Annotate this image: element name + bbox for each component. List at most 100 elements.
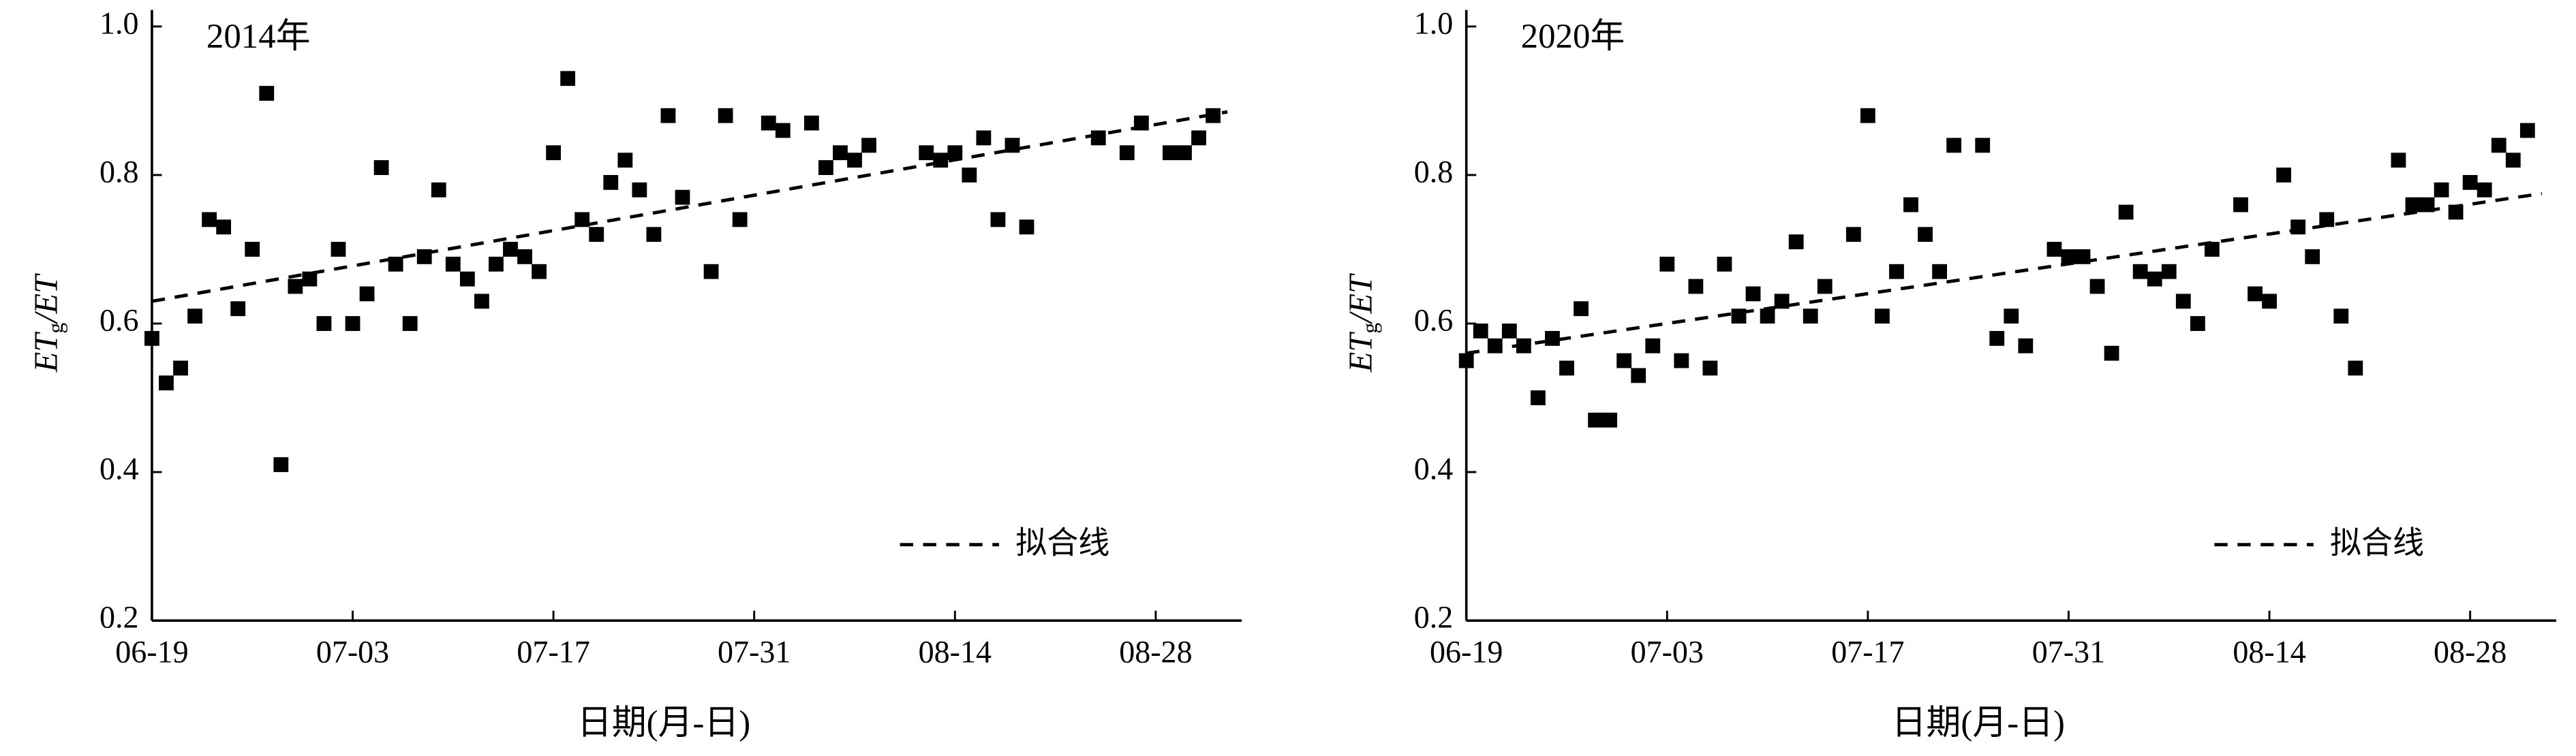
- point: [2089, 279, 2105, 294]
- point: [1090, 130, 1106, 146]
- point: [2104, 345, 2119, 361]
- point: [2519, 123, 2535, 138]
- y-label-main: ET: [29, 332, 65, 373]
- point: [1688, 279, 1704, 294]
- point: [1501, 324, 1517, 338]
- point: [632, 182, 647, 198]
- point: [1659, 256, 1675, 272]
- point: [316, 316, 332, 331]
- point: [1903, 197, 1918, 212]
- legend-label: 拟合线: [1015, 526, 1109, 561]
- point: [1645, 338, 1661, 353]
- point: [288, 279, 303, 294]
- y-axis-label: ETg/ET: [29, 273, 67, 373]
- panel: 0.2 0.4 0.6 0.8 1.0 06-19 07-03 07-17 07-31 08-14…: [29, 5, 1242, 742]
- point: [775, 123, 791, 138]
- point: [1702, 360, 1718, 376]
- point: [1788, 234, 1804, 249]
- y-tick-label: 0.2: [1414, 600, 1454, 635]
- point: [2132, 264, 2148, 279]
- x-tick-label: 08-14: [2233, 635, 2305, 670]
- point: [718, 108, 733, 123]
- point: [560, 71, 576, 86]
- point: [603, 174, 619, 190]
- point: [503, 242, 518, 257]
- y-label-sub: g: [1358, 323, 1382, 334]
- point: [1717, 256, 1732, 272]
- point: [1616, 353, 1632, 368]
- point: [2434, 182, 2449, 198]
- point: [2161, 264, 2177, 279]
- x-axis-label: 日期(月-日): [577, 704, 750, 742]
- point: [2505, 153, 2521, 168]
- point: [1119, 145, 1135, 161]
- fit-line: [151, 110, 1228, 303]
- point: [173, 360, 188, 376]
- point: [1760, 309, 1775, 324]
- point: [2061, 249, 2076, 264]
- y-axis-label: ETg/ET: [1343, 273, 1382, 373]
- point: [1559, 360, 1574, 376]
- point: [2190, 316, 2205, 331]
- point: [761, 115, 776, 131]
- point: [1975, 138, 1991, 153]
- point: [1845, 227, 1861, 242]
- point: [1458, 353, 1474, 368]
- point: [1946, 138, 1962, 153]
- point: [359, 286, 375, 302]
- point: [2305, 249, 2320, 264]
- panel-title: 2014年: [206, 18, 311, 56]
- point: [159, 375, 174, 391]
- point: [1574, 301, 1589, 317]
- point: [273, 457, 289, 473]
- point: [1191, 130, 1206, 146]
- point: [1989, 330, 2005, 346]
- x-tick-label: 07-31: [718, 635, 791, 670]
- point: [2004, 309, 2019, 324]
- point: [489, 256, 504, 272]
- point: [1674, 353, 1689, 368]
- point: [2462, 174, 2478, 190]
- y-tick-label: 0.8: [1414, 155, 1454, 189]
- point: [532, 264, 547, 279]
- x-tick-label: 08-28: [2434, 635, 2506, 670]
- y-tick-label: 0.8: [99, 155, 139, 189]
- point: [947, 145, 963, 161]
- point: [431, 182, 446, 198]
- point: [459, 271, 475, 287]
- point: [2233, 197, 2248, 212]
- point: [345, 316, 361, 331]
- x-axis-label: 日期(月-日): [1892, 704, 2065, 742]
- point: [1774, 294, 1790, 309]
- point: [861, 138, 876, 153]
- point: [202, 212, 217, 227]
- point: [331, 242, 346, 257]
- point: [646, 227, 662, 242]
- point: [546, 145, 562, 161]
- point: [445, 256, 461, 272]
- point: [2477, 182, 2492, 198]
- point: [187, 309, 202, 324]
- point: [373, 160, 389, 175]
- point: [1745, 286, 1761, 302]
- y-tick-label: 1.0: [99, 5, 139, 40]
- point: [919, 145, 934, 161]
- y-tick-label: 0.2: [99, 600, 139, 635]
- y-label-rest: /ET: [1343, 273, 1379, 325]
- fit-line: [1466, 191, 2543, 356]
- point: [589, 227, 604, 242]
- point: [1163, 145, 1178, 161]
- point: [833, 145, 848, 161]
- point: [2118, 204, 2134, 220]
- point: [2046, 242, 2062, 257]
- point: [976, 130, 992, 146]
- point: [216, 219, 232, 235]
- point: [1545, 330, 1560, 346]
- point: [259, 86, 275, 101]
- point: [1803, 309, 1818, 324]
- y-label-rest: /ET: [29, 273, 65, 325]
- point: [1860, 108, 1875, 123]
- point: [245, 242, 260, 257]
